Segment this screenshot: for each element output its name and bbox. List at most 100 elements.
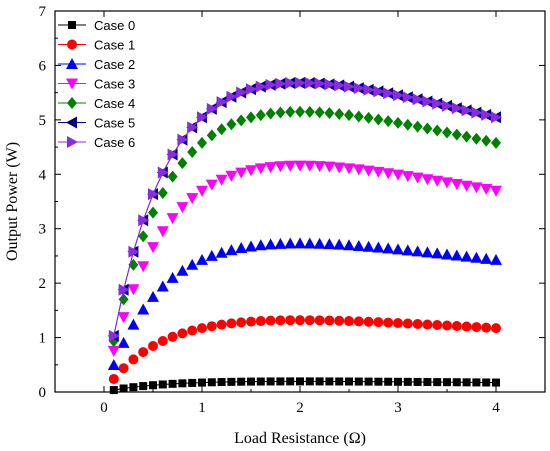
data-point bbox=[372, 241, 385, 253]
data-point bbox=[460, 180, 473, 192]
data-point bbox=[197, 136, 207, 149]
data-point bbox=[490, 185, 502, 197]
data-point bbox=[284, 160, 297, 172]
data-point bbox=[353, 110, 364, 123]
data-point bbox=[138, 230, 149, 243]
data-point bbox=[117, 312, 130, 324]
data-point bbox=[480, 184, 493, 196]
y-tick-label: 5 bbox=[39, 113, 47, 129]
data-point bbox=[107, 359, 120, 371]
data-point bbox=[264, 162, 277, 174]
data-point bbox=[402, 318, 413, 329]
data-point bbox=[157, 186, 168, 199]
data-point bbox=[313, 161, 326, 173]
data-point bbox=[215, 246, 228, 258]
data-point bbox=[148, 188, 159, 201]
data-point bbox=[304, 105, 315, 118]
data-point bbox=[432, 97, 444, 110]
legend-label: Case 4 bbox=[94, 96, 135, 111]
legend-item: Case 1 bbox=[58, 38, 135, 53]
data-point bbox=[304, 77, 316, 90]
data-point bbox=[108, 373, 119, 384]
data-point bbox=[226, 90, 238, 103]
data-point bbox=[384, 377, 393, 386]
data-point bbox=[393, 116, 403, 129]
data-point bbox=[325, 377, 334, 386]
data-point bbox=[274, 237, 287, 249]
series-line bbox=[113, 380, 497, 391]
series-5 bbox=[107, 76, 501, 342]
legend-marker bbox=[67, 97, 77, 109]
legend-marker bbox=[68, 21, 76, 29]
data-point bbox=[333, 162, 346, 174]
data-point bbox=[421, 174, 434, 186]
data-point bbox=[168, 379, 177, 388]
data-point bbox=[265, 315, 276, 326]
data-point bbox=[128, 354, 139, 365]
data-point bbox=[383, 317, 394, 328]
data-point bbox=[304, 315, 315, 326]
data-point bbox=[441, 177, 453, 189]
legend-item: Case 4 bbox=[58, 96, 135, 111]
x-tick-label: 2 bbox=[296, 400, 304, 416]
x-tick-label: 1 bbox=[198, 400, 206, 416]
series-2 bbox=[107, 237, 502, 371]
data-point bbox=[127, 318, 140, 330]
data-point bbox=[471, 132, 482, 145]
data-point bbox=[176, 202, 189, 214]
data-point bbox=[118, 363, 129, 374]
data-point bbox=[450, 249, 463, 261]
data-point bbox=[198, 378, 206, 387]
data-point bbox=[137, 303, 150, 315]
data-point bbox=[364, 377, 373, 386]
data-point bbox=[422, 319, 433, 330]
data-point bbox=[481, 134, 492, 147]
data-point bbox=[334, 108, 345, 121]
data-point bbox=[353, 316, 364, 327]
data-point bbox=[138, 347, 149, 358]
data-point bbox=[247, 377, 255, 386]
data-point bbox=[421, 246, 434, 258]
data-point bbox=[411, 245, 424, 257]
data-point bbox=[422, 122, 433, 135]
data-point bbox=[216, 123, 227, 136]
y-axis-label: Output Power (W) bbox=[4, 142, 21, 261]
data-point bbox=[107, 345, 120, 357]
data-point bbox=[196, 253, 208, 265]
data-point bbox=[443, 378, 451, 387]
data-point bbox=[363, 316, 374, 327]
legend-marker bbox=[67, 136, 78, 148]
data-point bbox=[217, 378, 226, 387]
data-point bbox=[491, 111, 502, 124]
data-point bbox=[206, 129, 217, 142]
data-point bbox=[187, 146, 198, 159]
data-point bbox=[402, 91, 414, 104]
data-point bbox=[237, 377, 246, 386]
data-point bbox=[294, 160, 306, 172]
data-point bbox=[383, 87, 395, 100]
data-point bbox=[383, 115, 394, 128]
data-point bbox=[206, 102, 218, 115]
data-point bbox=[226, 118, 237, 131]
data-point bbox=[187, 325, 198, 336]
data-point bbox=[412, 318, 423, 329]
data-point bbox=[344, 109, 354, 122]
legend-item: Case 5 bbox=[58, 116, 135, 131]
legend-marker bbox=[67, 39, 77, 50]
data-point bbox=[303, 160, 316, 172]
data-point bbox=[235, 167, 248, 179]
data-point bbox=[335, 377, 344, 386]
y-tick-label: 7 bbox=[39, 4, 47, 20]
data-point bbox=[460, 250, 473, 262]
data-point bbox=[167, 170, 178, 183]
data-point bbox=[432, 124, 443, 137]
data-point bbox=[394, 377, 402, 386]
data-point bbox=[303, 237, 316, 249]
y-tick-label: 2 bbox=[39, 276, 47, 292]
legend-label: Case 0 bbox=[94, 18, 135, 33]
data-point bbox=[108, 329, 120, 342]
data-point bbox=[254, 163, 267, 175]
data-point bbox=[216, 96, 228, 109]
data-point bbox=[118, 283, 130, 296]
